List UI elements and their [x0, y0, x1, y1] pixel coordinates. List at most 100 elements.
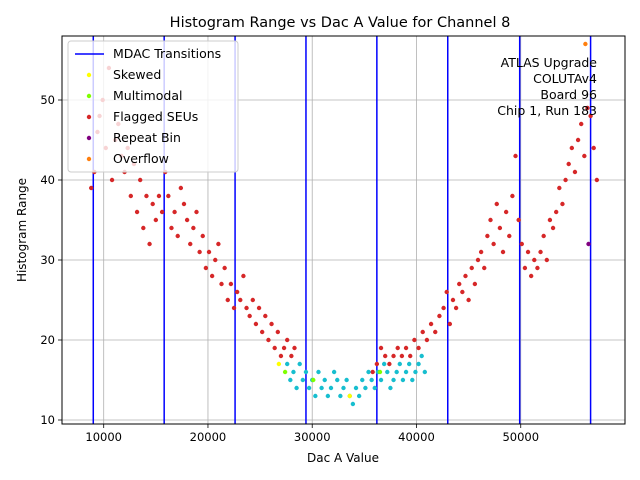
point-flagged-seus [500, 249, 506, 255]
point-flagged-seus [128, 193, 134, 199]
point-normal [416, 361, 421, 367]
point-flagged-seus [153, 217, 159, 223]
point-flagged-seus [582, 153, 587, 159]
point-normal [397, 361, 402, 367]
point-normal [319, 385, 324, 391]
legend-item-overflow: Overflow [86, 151, 169, 166]
point-flagged-seus [88, 185, 94, 191]
point-flagged-seus [181, 201, 187, 207]
point-flagged-seus [503, 209, 509, 215]
point-normal [291, 369, 296, 375]
point-flagged-seus [278, 353, 284, 359]
legend-item-flagged-seus: Flagged SEUs [86, 109, 198, 124]
legend-item-skewed: Skewed [86, 67, 161, 82]
point-flagged-seus [219, 281, 224, 287]
point-normal [341, 385, 346, 391]
point-flagged-seus [525, 249, 531, 255]
point-flagged-seus [247, 313, 252, 319]
point-flagged-seus [428, 321, 434, 327]
x-tick-label: 50000 [502, 430, 539, 444]
point-normal [394, 369, 399, 375]
point-normal [403, 369, 409, 375]
point-normal [406, 361, 412, 367]
point-normal [313, 393, 318, 399]
point-flagged-seus [395, 345, 400, 351]
point-flagged-seus [263, 313, 268, 319]
point-flagged-seus [228, 281, 234, 287]
point-flagged-seus [188, 241, 193, 247]
point-normal [353, 385, 359, 391]
x-tick-label: 10000 [85, 430, 122, 444]
point-flagged-seus [250, 297, 255, 303]
point-normal [322, 377, 327, 383]
point-flagged-seus [594, 177, 600, 183]
point-flagged-seus [575, 137, 581, 143]
point-flagged-seus [522, 265, 528, 271]
point-flagged-seus [566, 161, 571, 167]
point-flagged-seus [528, 273, 534, 279]
y-tick-label: 30 [40, 253, 55, 267]
point-normal [360, 377, 365, 383]
point-flagged-seus [408, 353, 413, 359]
point-flagged-seus [378, 345, 384, 351]
point-flagged-seus [383, 353, 388, 359]
point-flagged-seus [225, 297, 230, 303]
point-normal [363, 385, 368, 391]
point-normal [303, 369, 309, 375]
point-normal [288, 377, 293, 383]
point-normal [400, 377, 406, 383]
point-flagged-seus [457, 281, 462, 287]
legend-label: Overflow [113, 151, 169, 166]
point-flagged-seus [538, 249, 543, 255]
point-flagged-seus [141, 225, 146, 231]
point-flagged-seus [289, 353, 294, 359]
point-flagged-seus [412, 337, 417, 343]
point-normal [356, 393, 362, 399]
point-flagged-seus [550, 225, 556, 231]
point-flagged-seus [134, 209, 140, 215]
point-flagged-seus [563, 177, 568, 183]
point-flagged-seus [447, 321, 453, 327]
point-flagged-seus [213, 257, 218, 263]
annotation-line: Chip 1, Run 183 [497, 103, 597, 118]
point-flagged-seus [560, 201, 565, 207]
point-flagged-seus [510, 193, 515, 199]
point-normal [369, 377, 374, 383]
point-flagged-seus [416, 345, 421, 351]
legend-dot-swatch [86, 114, 92, 120]
point-flagged-seus [216, 241, 221, 247]
point-flagged-seus [159, 209, 165, 215]
point-normal [419, 353, 424, 359]
point-multimodal [311, 377, 316, 383]
y-tick-label: 40 [40, 173, 55, 187]
point-flagged-seus [507, 233, 512, 239]
point-flagged-seus [420, 329, 425, 335]
point-flagged-seus [175, 233, 180, 239]
point-flagged-seus [482, 265, 487, 271]
point-normal [328, 385, 334, 391]
legend-dot-swatch [86, 72, 92, 78]
point-flagged-seus [585, 105, 590, 111]
point-flagged-seus [450, 297, 456, 303]
point-overflow [583, 41, 588, 47]
legend-item-repeat-bin: Repeat Bin [86, 130, 181, 145]
point-flagged-seus [588, 113, 593, 119]
point-flagged-seus [497, 225, 503, 231]
point-repeat-bin [586, 241, 591, 247]
point-flagged-seus [256, 305, 262, 311]
annotation-line: ATLAS Upgrade [501, 55, 598, 70]
point-normal [378, 377, 384, 383]
point-flagged-seus [234, 289, 240, 295]
point-flagged-seus [244, 305, 249, 311]
point-flagged-seus [387, 361, 392, 367]
point-flagged-seus [241, 273, 246, 279]
point-flagged-seus [150, 201, 155, 207]
point-flagged-seus [591, 145, 596, 151]
x-axis-ticks: 10000 20000 30000 40000 50000 [85, 424, 539, 444]
point-flagged-seus [184, 217, 190, 223]
point-flagged-seus [437, 313, 442, 319]
legend-label: Flagged SEUs [113, 109, 198, 124]
point-normal [300, 377, 306, 383]
point-flagged-seus [231, 305, 237, 311]
point-normal [350, 401, 356, 407]
